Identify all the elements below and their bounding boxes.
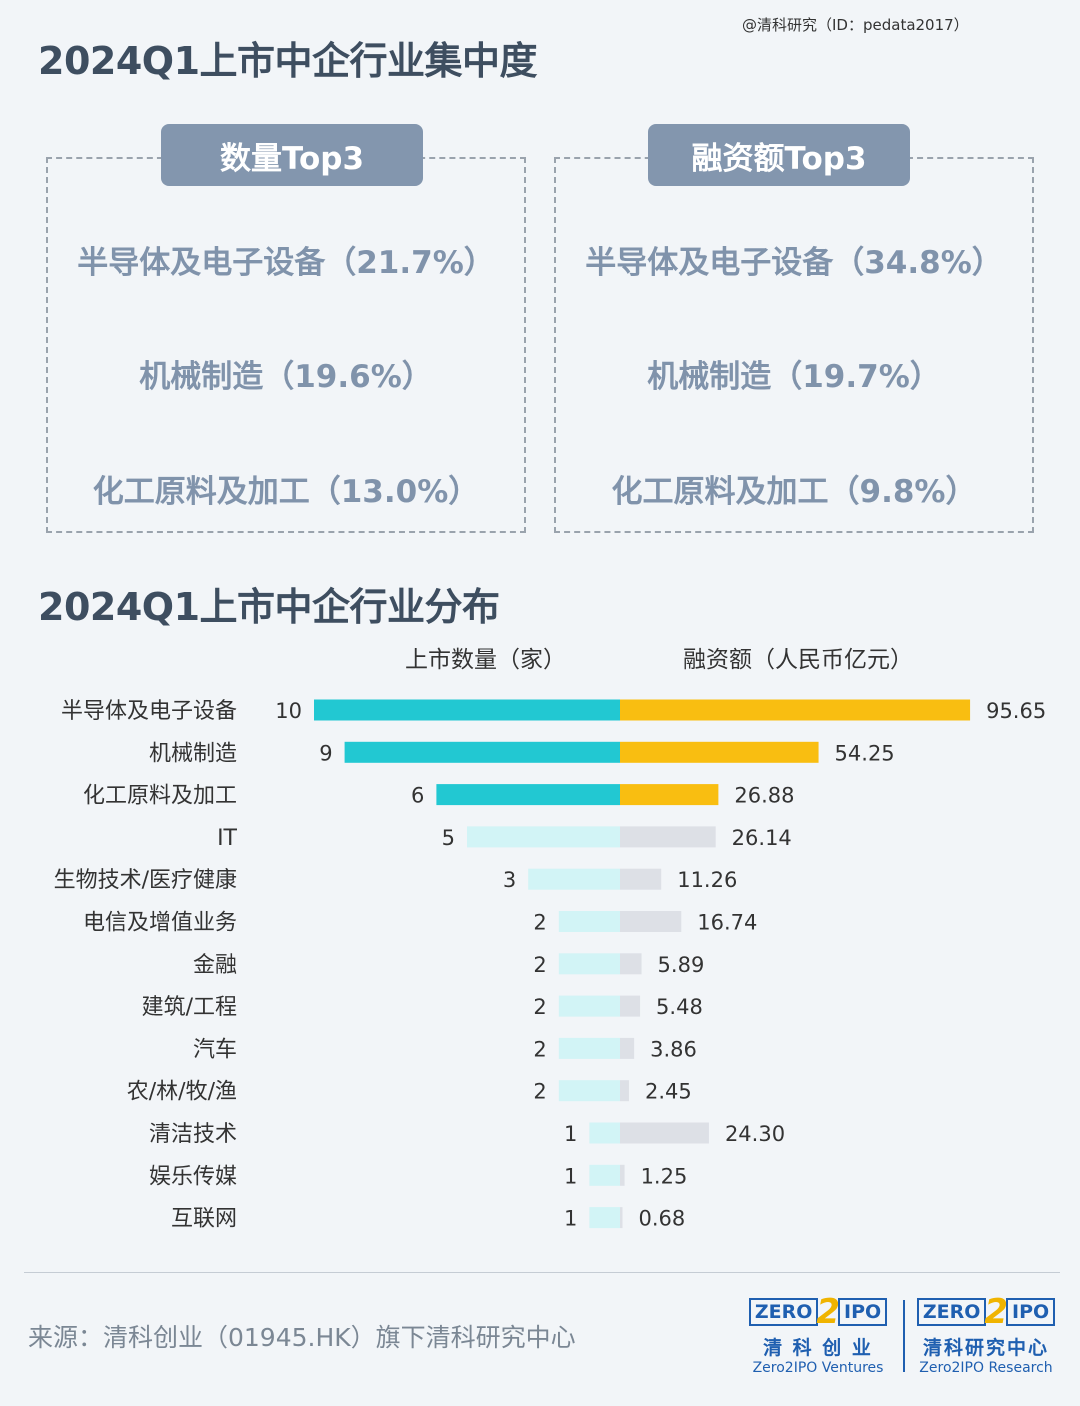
zero2ipo-ventures-logo: ZERO 2 IPO 清 科 创 业 Zero2IPO Ventures xyxy=(748,1292,888,1376)
count-bar xyxy=(558,953,620,975)
logo-cn-name: 清 科 创 业 xyxy=(763,1337,873,1359)
industry-bar-chart: 半导体及电子设备 10 95.65 机械制造 9 54.25 化工原料及加工 6 26.88 IT… xyxy=(54,699,1047,1232)
distribution-title: 2024Q1上市中企行业分布 xyxy=(38,585,500,629)
amount-value-label: 5.89 xyxy=(658,953,705,977)
category-label: 化工原料及加工 xyxy=(83,784,237,809)
logo-text-zero: ZERO xyxy=(916,1298,987,1326)
logo-separator xyxy=(903,1300,905,1372)
count-column-header: 上市数量（家） xyxy=(405,647,566,673)
count-top3-box: 数量Top3 半导体及电子设备（21.7%） 机械制造（19.6%） 化工原料及… xyxy=(46,124,526,533)
logo-text-zero: ZERO xyxy=(748,1298,819,1326)
amount-bar xyxy=(620,1122,709,1144)
count-bar xyxy=(528,868,620,890)
amount-bar xyxy=(620,868,662,890)
amount-value-label: 26.88 xyxy=(734,784,794,808)
count-bar xyxy=(589,1164,620,1186)
logo-text-two: 2 xyxy=(816,1292,841,1332)
count-bar xyxy=(558,1037,620,1059)
count-bar xyxy=(436,784,620,806)
count-top3-item-2: 机械制造（19.6%） xyxy=(139,359,433,395)
amount-value-label: 26.14 xyxy=(732,826,792,850)
amount-bar xyxy=(620,1037,635,1059)
amount-bar xyxy=(620,953,642,975)
category-label: 半导体及电子设备 xyxy=(61,699,237,724)
category-label: 电信及增值业务 xyxy=(83,911,237,936)
logo-text-ipo: IPO xyxy=(1006,1298,1056,1326)
count-value-label: 1 xyxy=(564,1207,577,1231)
category-label: 机械制造 xyxy=(149,741,237,766)
amount-bar xyxy=(620,699,971,721)
count-bar xyxy=(467,826,620,848)
amount-bar xyxy=(620,995,641,1017)
amount-bar xyxy=(620,784,719,806)
amount-value-label: 2.45 xyxy=(645,1080,692,1104)
count-value-label: 5 xyxy=(442,826,455,850)
amount-bar xyxy=(620,911,682,932)
watermark: @清科研究（ID：pedata2017） xyxy=(742,16,969,34)
footer-divider xyxy=(24,1272,1060,1273)
category-label: 汽车 xyxy=(193,1037,237,1062)
count-value-label: 2 xyxy=(533,995,546,1019)
count-value-label: 3 xyxy=(503,868,516,892)
zero2ipo-research-logo: ZERO 2 IPO 清科研究中心 Zero2IPO Research xyxy=(916,1292,1056,1376)
count-bar xyxy=(558,1080,620,1102)
amount-bar xyxy=(620,1164,625,1186)
count-bar xyxy=(344,741,620,763)
amount-top3-item-3: 化工原料及加工（9.8%） xyxy=(611,474,977,510)
amount-top3-header: 融资额Top3 xyxy=(648,124,910,186)
count-bar xyxy=(314,699,620,721)
amount-value-label: 16.74 xyxy=(697,911,757,935)
count-top3-item-3: 化工原料及加工（13.0%） xyxy=(92,474,480,510)
logo-cn-name: 清科研究中心 xyxy=(922,1337,1049,1359)
amount-value-label: 95.65 xyxy=(986,699,1046,723)
count-value-label: 2 xyxy=(533,911,546,935)
amount-bar xyxy=(620,1080,629,1102)
amount-value-label: 54.25 xyxy=(835,741,895,765)
concentration-title: 2024Q1上市中企行业集中度 xyxy=(38,39,538,83)
amount-value-label: 5.48 xyxy=(656,995,703,1019)
count-bar xyxy=(589,1207,620,1229)
count-value-label: 1 xyxy=(564,1164,577,1188)
count-value-label: 1 xyxy=(564,1122,577,1146)
count-value-label: 2 xyxy=(533,1037,546,1061)
count-bar xyxy=(558,995,620,1017)
amount-top3-item-1: 半导体及电子设备（34.8%） xyxy=(585,245,1003,281)
category-label: 建筑/工程 xyxy=(142,995,237,1020)
amount-bar xyxy=(620,741,819,763)
category-label: 农/林/牧/渔 xyxy=(127,1080,237,1105)
amount-value-label: 24.30 xyxy=(725,1122,785,1146)
amount-column-header: 融资额（人民币亿元） xyxy=(683,647,913,673)
count-value-label: 9 xyxy=(319,741,332,765)
logo-en-name: Zero2IPO Research xyxy=(919,1360,1053,1376)
count-value-label: 2 xyxy=(533,953,546,977)
amount-bar xyxy=(620,826,716,848)
logo-text-two: 2 xyxy=(984,1292,1009,1332)
count-bar xyxy=(558,911,620,932)
logo-mark: ZERO 2 IPO xyxy=(916,1292,1056,1332)
count-top3-item-1: 半导体及电子设备（21.7%） xyxy=(77,245,495,281)
count-top3-header: 数量Top3 xyxy=(161,124,423,186)
amount-top3-box: 融资额Top3 半导体及电子设备（34.8%） 机械制造（19.7%） 化工原料… xyxy=(554,124,1034,533)
amount-top3-item-2: 机械制造（19.7%） xyxy=(647,359,941,395)
logo-text-ipo: IPO xyxy=(838,1298,888,1326)
category-label: 娱乐传媒 xyxy=(149,1164,237,1189)
amount-value-label: 3.86 xyxy=(650,1037,697,1061)
amount-value-label: 0.68 xyxy=(638,1207,685,1231)
amount-value-label: 11.26 xyxy=(677,868,737,892)
count-bar xyxy=(589,1122,620,1144)
count-value-label: 6 xyxy=(411,784,424,808)
category-label: 互联网 xyxy=(171,1207,237,1232)
amount-bar xyxy=(620,1207,623,1229)
category-label: IT xyxy=(217,826,237,851)
count-value-label: 10 xyxy=(275,699,302,723)
category-label: 生物技术/医疗健康 xyxy=(54,868,237,893)
category-label: 金融 xyxy=(193,953,237,978)
category-label: 清洁技术 xyxy=(149,1122,237,1147)
source-note: 来源：清科创业（01945.HK）旗下清科研究中心 xyxy=(28,1323,576,1352)
amount-value-label: 1.25 xyxy=(641,1164,688,1188)
logo-en-name: Zero2IPO Ventures xyxy=(752,1360,884,1376)
logo-mark: ZERO 2 IPO xyxy=(748,1292,888,1332)
count-value-label: 2 xyxy=(533,1080,546,1104)
